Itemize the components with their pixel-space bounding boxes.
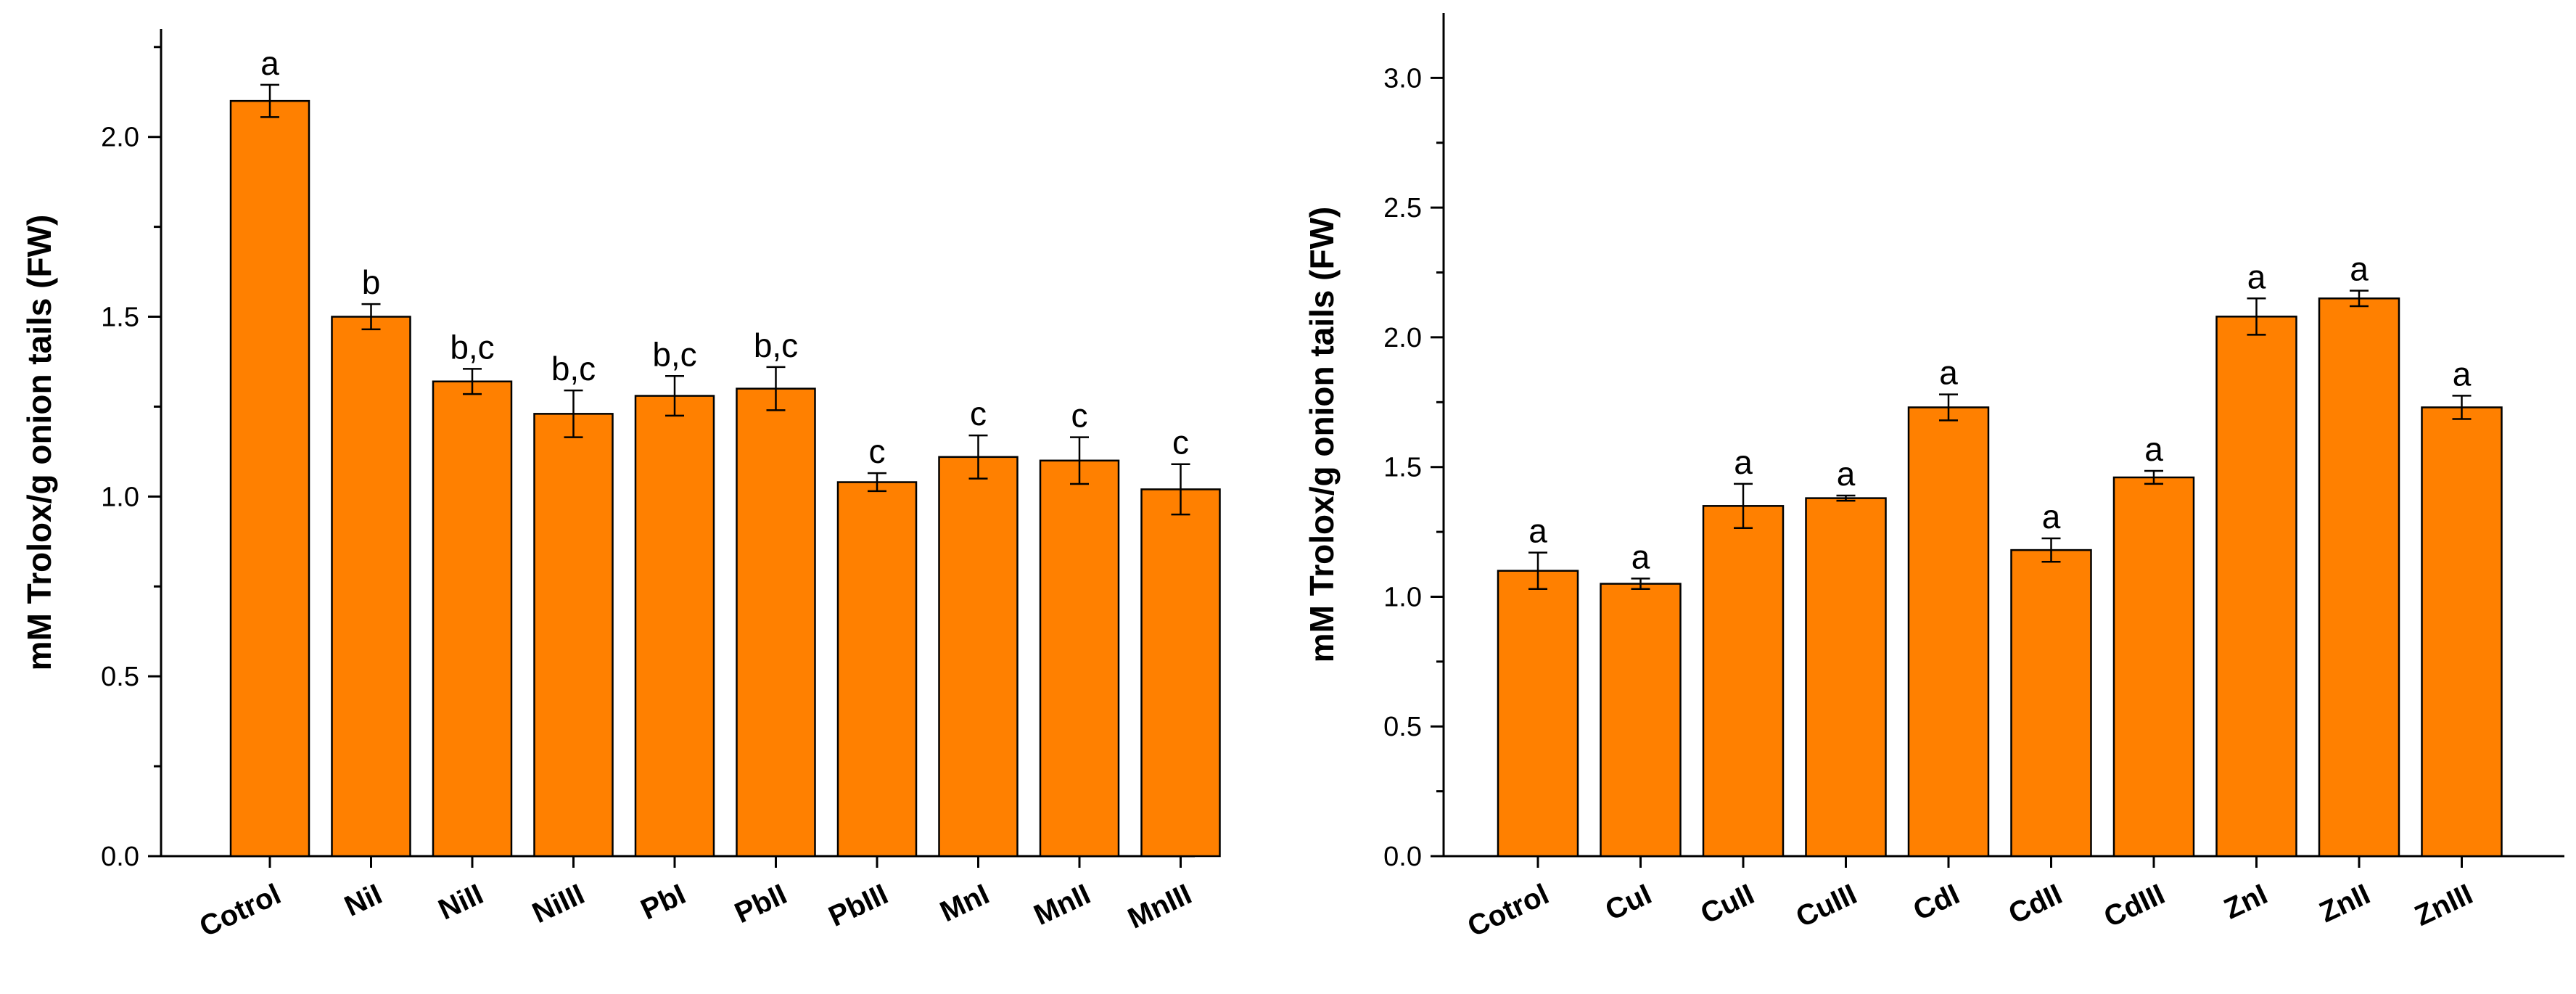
significance-label: b bbox=[362, 263, 381, 301]
significance-label: a bbox=[2350, 250, 2369, 288]
x-tick-label: PbII bbox=[730, 878, 791, 929]
y-tick-label: 1.5 bbox=[101, 303, 139, 333]
x-tick-label: CdI bbox=[1909, 878, 1964, 927]
significance-label: b,c bbox=[551, 350, 596, 387]
x-tick-label: MnII bbox=[1029, 878, 1095, 932]
bar-ZnIII bbox=[2421, 406, 2503, 858]
significance-label: a bbox=[1631, 538, 1650, 575]
x-tick-label: CuI bbox=[1600, 878, 1656, 927]
bar-CdIII bbox=[2112, 476, 2195, 858]
x-tick-label: MnI bbox=[935, 878, 994, 928]
significance-label: c bbox=[1071, 397, 1088, 435]
x-tick-label: Cotrol bbox=[1462, 878, 1553, 943]
bar-MnIII bbox=[1140, 488, 1221, 858]
x-tick-label: ZnII bbox=[2315, 878, 2375, 929]
bar-CuII bbox=[1702, 505, 1785, 858]
y-tick-label: 0.0 bbox=[101, 842, 139, 872]
y-tick-label: 2.5 bbox=[1383, 193, 1422, 223]
y-axis-label: mM Trolox/g onion tails (FW) bbox=[1303, 207, 1341, 663]
significance-label: a bbox=[2453, 355, 2472, 393]
significance-label: c bbox=[1172, 424, 1189, 461]
x-tick-label: PbIII bbox=[824, 878, 893, 933]
bar-Cotrol bbox=[1497, 570, 1579, 858]
y-tick-label: 2.0 bbox=[1383, 323, 1422, 353]
bar-MnII bbox=[1039, 459, 1120, 858]
x-tick-label: NiII bbox=[434, 878, 488, 926]
bar-ZnI bbox=[2215, 316, 2297, 858]
y-axis-label: mM Trolox/g onion tails (FW) bbox=[20, 215, 58, 671]
bar-CdI bbox=[1907, 406, 1990, 858]
significance-label: b,c bbox=[450, 328, 494, 366]
left-chart-panel: 0.0 0.5 1.0 1.5 2.0 mM Trolox/g onion tails (… bbox=[20, 29, 1221, 943]
x-tick-label: MnIII bbox=[1123, 878, 1196, 935]
bar-PbI bbox=[634, 395, 715, 858]
significance-label: b,c bbox=[652, 335, 696, 373]
significance-label: a bbox=[1837, 455, 1856, 493]
bar-MnI bbox=[938, 456, 1019, 858]
significance-label: c bbox=[869, 432, 886, 470]
y-tick-label: 1.0 bbox=[101, 482, 139, 512]
x-tick-label: NiIII bbox=[527, 878, 589, 929]
x-tick-label: CuII bbox=[1696, 878, 1759, 930]
x-tick-label: ZnIII bbox=[2410, 878, 2477, 932]
x-tick-label: ZnI bbox=[2219, 878, 2272, 925]
significance-label: a bbox=[2042, 498, 2061, 535]
y-tick-label: 0.5 bbox=[1383, 712, 1422, 742]
x-tick-label: PbI bbox=[636, 878, 691, 926]
bar-ZnII bbox=[2318, 297, 2400, 858]
y-tick-label: 0.0 bbox=[1383, 842, 1422, 872]
bar-Cotrol bbox=[229, 99, 310, 858]
bar-NiII bbox=[432, 380, 513, 858]
y-tick-label: 0.5 bbox=[101, 662, 139, 692]
x-tick-label: CdII bbox=[2004, 878, 2067, 930]
significance-label: a bbox=[1939, 354, 1958, 392]
bar-NiI bbox=[331, 316, 411, 858]
significance-label: a bbox=[2247, 258, 2266, 295]
significance-label: a bbox=[1734, 443, 1753, 481]
significance-label: a bbox=[1528, 512, 1547, 550]
y-tick-label: 1.0 bbox=[1383, 582, 1422, 612]
bar-CdII bbox=[2010, 549, 2092, 858]
x-tick-label: CuIII bbox=[1791, 878, 1861, 934]
y-tick-label: 3.0 bbox=[1383, 63, 1422, 94]
bar-CuIII bbox=[1805, 497, 1887, 858]
bar-PbII bbox=[736, 387, 816, 858]
y-tick-label: 2.0 bbox=[101, 123, 139, 153]
y-tick-label: 1.5 bbox=[1383, 453, 1422, 483]
x-tick-label: CdIII bbox=[2099, 878, 2170, 934]
significance-label: b,c bbox=[754, 326, 798, 364]
x-tick-label: NiI bbox=[340, 878, 387, 922]
bar-CuI bbox=[1600, 583, 1682, 858]
significance-label: a bbox=[2144, 430, 2163, 468]
right-chart-panel: 0.0 0.5 1.0 1.5 2.0 2.5 3.0 mM Trolox/g onion t… bbox=[1303, 13, 2564, 943]
significance-label: c bbox=[970, 395, 987, 432]
significance-label: a bbox=[260, 44, 279, 82]
bar-NiIII bbox=[533, 413, 614, 858]
x-tick-label: Cotrol bbox=[194, 878, 285, 943]
bar-PbIII bbox=[836, 481, 918, 858]
